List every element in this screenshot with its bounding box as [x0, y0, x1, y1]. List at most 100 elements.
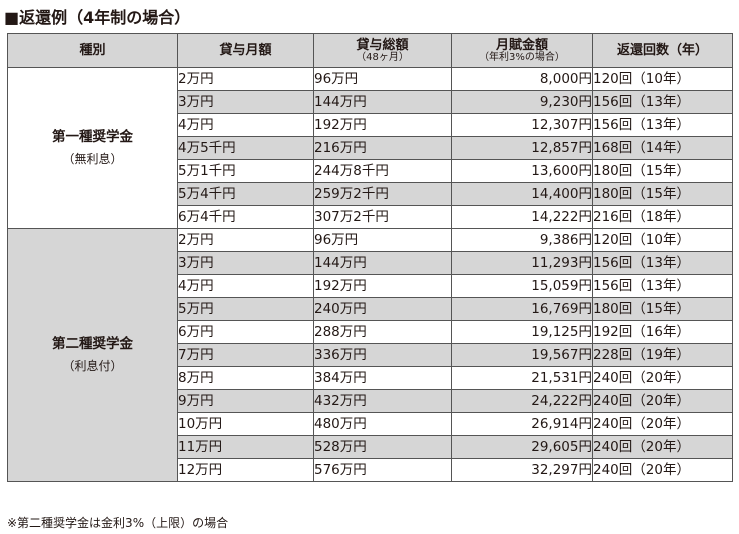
header-payment-label: 月賦金額 [495, 37, 548, 53]
table-row: 3万円 144万円 11,293円 156回（13年） [8, 251, 733, 275]
header-type: 種別 [7, 33, 178, 68]
monthly-amount-cell: 5万1千円 [177, 159, 314, 183]
monthly-payment-cell: 14,222円 [451, 205, 593, 229]
table-row: 12万円 576万円 32,297円 240回（20年） [8, 458, 733, 482]
page-title: ■返還例（4年制の場合） [4, 8, 191, 27]
repayment-count-cell: 240回（20年） [592, 366, 733, 390]
footnote: ※第二種奨学金は金利3%（上限）の場合 [7, 516, 229, 530]
monthly-amount-cell: 2万円 [177, 67, 314, 91]
group-type2-rows: 第二種奨学金 （利息付） 2万円 96万円 9,386円 120回（10年） 3万円 144万… [7, 228, 733, 482]
monthly-payment-cell: 26,914円 [451, 412, 593, 436]
repayment-count-cell: 156回（13年） [592, 274, 733, 298]
repayment-count-cell: 240回（20年） [592, 389, 733, 413]
table-row: 11万円 528万円 29,605円 240回（20年） [8, 435, 733, 459]
repayment-count-cell: 156回（13年） [592, 90, 733, 114]
monthly-payment-cell: 12,857円 [451, 136, 593, 160]
header-repay: 返還回数（年） [592, 33, 733, 68]
repayment-count-cell: 216回（18年） [592, 205, 733, 229]
repayment-count-cell: 156回（13年） [592, 251, 733, 275]
header-total-sub: （48ヶ月） [356, 51, 409, 63]
table-row: 5万1千円 244万8千円 13,600円 180回（15年） [8, 159, 733, 183]
monthly-payment-cell: 21,531円 [451, 366, 593, 390]
total-amount-cell: 576万円 [313, 458, 452, 482]
monthly-payment-cell: 32,297円 [451, 458, 593, 482]
total-amount-cell: 336万円 [313, 343, 452, 367]
repayment-count-cell: 120回（10年） [592, 228, 733, 252]
total-amount-cell: 216万円 [313, 136, 452, 160]
monthly-amount-cell: 8万円 [177, 366, 314, 390]
monthly-amount-cell: 4万円 [177, 113, 314, 137]
repayment-count-cell: 180回（15年） [592, 182, 733, 206]
repayment-count-cell: 240回（20年） [592, 458, 733, 482]
monthly-amount-cell: 12万円 [177, 458, 314, 482]
repayment-count-cell: 180回（15年） [592, 159, 733, 183]
monthly-payment-cell: 15,059円 [451, 274, 593, 298]
monthly-payment-cell: 19,125円 [451, 320, 593, 344]
total-amount-cell: 288万円 [313, 320, 452, 344]
group-name: 第二種奨学金 [52, 336, 133, 352]
total-amount-cell: 96万円 [313, 228, 452, 252]
repayment-table: 種別 貸与月額 貸与総額 （48ヶ月） 月賦金額 （年利3%の場合） 返還回数（年）… [7, 33, 733, 482]
monthly-payment-cell: 19,567円 [451, 343, 593, 367]
header-total: 貸与総額 （48ヶ月） [313, 33, 452, 68]
group-name: 第一種奨学金 [52, 129, 133, 145]
monthly-amount-cell: 7万円 [177, 343, 314, 367]
total-amount-cell: 144万円 [313, 251, 452, 275]
monthly-payment-cell: 24,222円 [451, 389, 593, 413]
total-amount-cell: 432万円 [313, 389, 452, 413]
monthly-payment-cell: 12,307円 [451, 113, 593, 137]
group-label: 第二種奨学金 （利息付） [7, 228, 178, 482]
total-amount-cell: 192万円 [313, 274, 452, 298]
table-row: 7万円 336万円 19,567円 228回（19年） [8, 343, 733, 367]
monthly-payment-cell: 13,600円 [451, 159, 593, 183]
group-interest-note: （無利息） [62, 152, 123, 166]
table-row: 第一種奨学金 （無利息） 2万円 96万円 8,000円 120回（10年） [7, 67, 733, 229]
monthly-amount-cell: 3万円 [177, 251, 314, 275]
total-amount-cell: 480万円 [313, 412, 452, 436]
monthly-amount-cell: 4万5千円 [177, 136, 314, 160]
monthly-amount-cell: 9万円 [177, 389, 314, 413]
total-amount-cell: 244万8千円 [313, 159, 452, 183]
table-row: 4万円 192万円 12,307円 156回（13年） [8, 113, 733, 137]
header-payment: 月賦金額 （年利3%の場合） [451, 33, 593, 68]
total-amount-cell: 144万円 [313, 90, 452, 114]
monthly-payment-cell: 29,605円 [451, 435, 593, 459]
total-amount-cell: 240万円 [313, 297, 452, 321]
total-amount-cell: 259万2千円 [313, 182, 452, 206]
monthly-amount-cell: 5万4千円 [177, 182, 314, 206]
repayment-count-cell: 240回（20年） [592, 435, 733, 459]
group-interest-note: （利息付） [62, 359, 123, 373]
total-amount-cell: 528万円 [313, 435, 452, 459]
monthly-amount-cell: 6万円 [177, 320, 314, 344]
table-row: 5万円 240万円 16,769円 180回（15年） [8, 297, 733, 321]
monthly-payment-cell: 8,000円 [451, 67, 593, 91]
monthly-payment-cell: 9,230円 [451, 90, 593, 114]
repayment-count-cell: 228回（19年） [592, 343, 733, 367]
header-payment-sub: （年利3%の場合） [479, 51, 565, 63]
monthly-payment-cell: 16,769円 [451, 297, 593, 321]
monthly-amount-cell: 6万4千円 [177, 205, 314, 229]
table-row: 3万円 144万円 9,230円 156回（13年） [8, 90, 733, 114]
repayment-count-cell: 240回（20年） [592, 412, 733, 436]
repayment-count-cell: 192回（16年） [592, 320, 733, 344]
header-total-label: 貸与総額 [356, 37, 409, 53]
monthly-payment-cell: 14,400円 [451, 182, 593, 206]
repayment-count-cell: 180回（15年） [592, 297, 733, 321]
table-row: 第二種奨学金 （利息付） 2万円 96万円 9,386円 120回（10年） [7, 228, 733, 482]
monthly-amount-cell: 3万円 [177, 90, 314, 114]
monthly-payment-cell: 9,386円 [451, 228, 593, 252]
repayment-count-cell: 156回（13年） [592, 113, 733, 137]
header-row: 種別 貸与月額 貸与総額 （48ヶ月） 月賦金額 （年利3%の場合） 返還回数（年） [7, 33, 733, 68]
group-label: 第一種奨学金 （無利息） [7, 67, 178, 229]
repayment-count-cell: 120回（10年） [592, 67, 733, 91]
repayment-count-cell: 168回（14年） [592, 136, 733, 160]
total-amount-cell: 192万円 [313, 113, 452, 137]
monthly-amount-cell: 5万円 [177, 297, 314, 321]
group-type1-rows: 第一種奨学金 （無利息） 2万円 96万円 8,000円 120回（10年） 3万円 144万… [7, 67, 733, 229]
monthly-amount-cell: 10万円 [177, 412, 314, 436]
monthly-amount-cell: 11万円 [177, 435, 314, 459]
monthly-amount-cell: 4万円 [177, 274, 314, 298]
total-amount-cell: 307万2千円 [313, 205, 452, 229]
table-row: 4万5千円 216万円 12,857円 168回（14年） [8, 136, 733, 160]
header-monthly: 貸与月額 [177, 33, 314, 68]
